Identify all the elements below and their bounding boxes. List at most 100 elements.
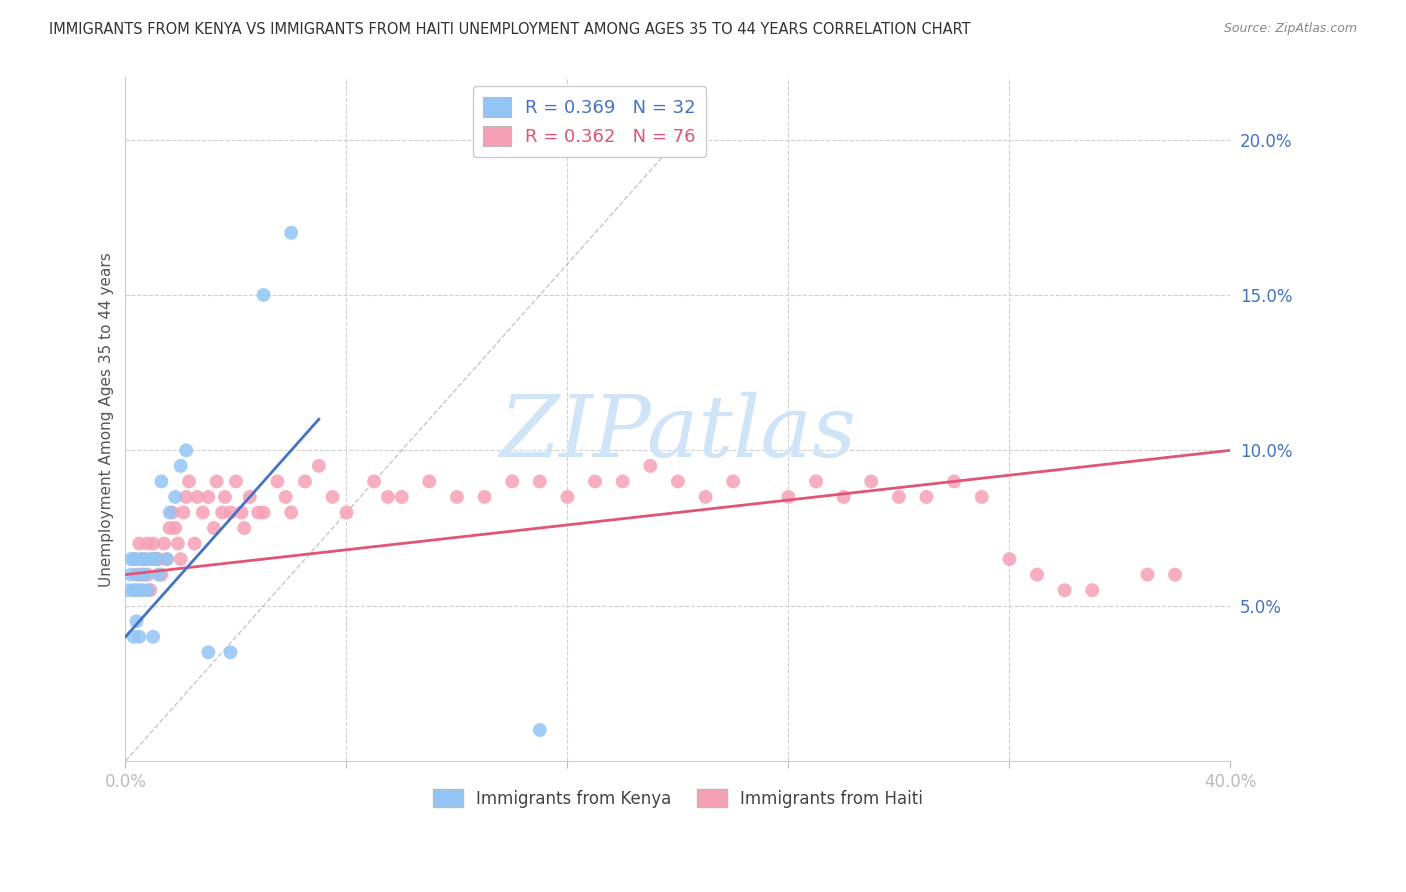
Point <box>252 288 274 302</box>
Point <box>170 458 193 473</box>
Point <box>150 567 173 582</box>
Point <box>122 552 145 566</box>
Point <box>211 506 233 520</box>
Point <box>308 458 330 473</box>
Point <box>136 567 159 582</box>
Legend: Immigrants from Kenya, Immigrants from Haiti: Immigrants from Kenya, Immigrants from H… <box>426 782 929 814</box>
Point <box>231 506 253 520</box>
Point <box>174 490 197 504</box>
Point <box>120 552 142 566</box>
Point <box>695 490 717 504</box>
Point <box>131 567 153 582</box>
Point <box>280 506 302 520</box>
Point <box>1136 567 1159 582</box>
Point <box>122 583 145 598</box>
Point <box>131 583 153 598</box>
Point <box>1164 567 1187 582</box>
Point <box>274 490 297 504</box>
Point <box>172 506 194 520</box>
Point <box>335 506 357 520</box>
Point <box>134 552 156 566</box>
Point <box>128 536 150 550</box>
Point <box>391 490 413 504</box>
Point <box>156 552 179 566</box>
Point <box>474 490 496 504</box>
Point <box>167 536 190 550</box>
Point <box>322 490 344 504</box>
Point <box>136 536 159 550</box>
Point <box>142 536 165 550</box>
Point <box>142 552 165 566</box>
Point <box>832 490 855 504</box>
Text: Source: ZipAtlas.com: Source: ZipAtlas.com <box>1223 22 1357 36</box>
Point <box>233 521 256 535</box>
Point <box>162 506 184 520</box>
Point <box>205 475 228 489</box>
Point <box>125 552 148 566</box>
Point <box>156 552 179 566</box>
Text: ZIPatlas: ZIPatlas <box>499 392 856 475</box>
Point <box>125 583 148 598</box>
Point <box>125 614 148 628</box>
Point <box>177 475 200 489</box>
Point <box>529 475 551 489</box>
Point <box>266 475 288 489</box>
Point <box>239 490 262 504</box>
Point <box>174 443 197 458</box>
Point <box>191 506 214 520</box>
Point <box>125 567 148 582</box>
Point <box>150 475 173 489</box>
Point <box>280 226 302 240</box>
Point <box>363 475 385 489</box>
Point <box>377 490 399 504</box>
Point <box>1081 583 1104 598</box>
Point <box>145 552 167 566</box>
Point <box>128 630 150 644</box>
Point <box>122 630 145 644</box>
Point <box>148 552 170 566</box>
Point <box>153 536 176 550</box>
Point <box>197 490 219 504</box>
Point <box>131 552 153 566</box>
Point <box>159 506 181 520</box>
Point <box>159 521 181 535</box>
Point <box>501 475 523 489</box>
Point <box>139 552 162 566</box>
Point <box>294 475 316 489</box>
Point <box>122 552 145 566</box>
Point <box>252 506 274 520</box>
Point <box>148 567 170 582</box>
Point <box>247 506 270 520</box>
Point <box>943 475 966 489</box>
Point <box>128 567 150 582</box>
Point <box>117 583 139 598</box>
Point <box>915 490 938 504</box>
Point <box>666 475 689 489</box>
Point <box>557 490 579 504</box>
Point <box>120 567 142 582</box>
Point <box>134 567 156 582</box>
Point <box>225 475 247 489</box>
Point <box>139 583 162 598</box>
Point <box>583 475 606 489</box>
Point <box>860 475 883 489</box>
Point <box>186 490 208 504</box>
Point <box>418 475 440 489</box>
Text: IMMIGRANTS FROM KENYA VS IMMIGRANTS FROM HAITI UNEMPLOYMENT AMONG AGES 35 TO 44 : IMMIGRANTS FROM KENYA VS IMMIGRANTS FROM… <box>49 22 970 37</box>
Point <box>529 723 551 737</box>
Point <box>219 506 242 520</box>
Point <box>128 583 150 598</box>
Point <box>131 552 153 566</box>
Point <box>202 521 225 535</box>
Point <box>134 552 156 566</box>
Point <box>970 490 993 504</box>
Point <box>197 645 219 659</box>
Point <box>612 475 634 489</box>
Point <box>640 458 662 473</box>
Point <box>446 490 468 504</box>
Point <box>165 521 187 535</box>
Point <box>804 475 827 489</box>
Point <box>998 552 1021 566</box>
Y-axis label: Unemployment Among Ages 35 to 44 years: Unemployment Among Ages 35 to 44 years <box>100 252 114 587</box>
Point <box>142 552 165 566</box>
